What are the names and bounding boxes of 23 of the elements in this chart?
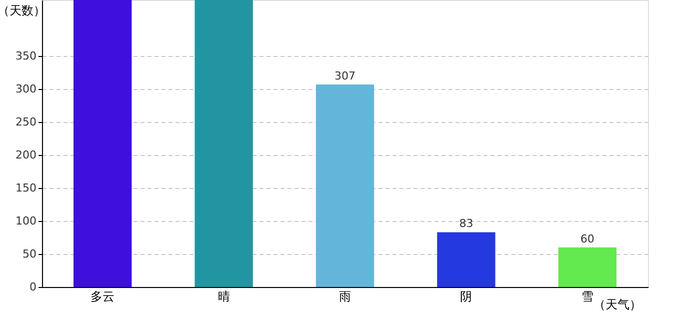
bar	[437, 232, 496, 287]
bar	[194, 0, 253, 287]
x-tick-label: 阴	[460, 290, 472, 304]
data-label: 60	[580, 232, 594, 246]
y-tick-label: 200	[16, 148, 36, 162]
bar	[74, 0, 132, 287]
y-axis-title: （天数）	[0, 4, 46, 18]
y-tick-label: 250	[16, 116, 36, 129]
y-tick-label: 0	[30, 280, 36, 294]
y-tick-label: 350	[16, 50, 36, 63]
x-tick-label: 晴	[218, 290, 230, 304]
bar	[558, 247, 616, 287]
x-axis-title: （天气）	[594, 298, 642, 312]
x-tick-label: 多云	[90, 290, 115, 304]
x-tick-label: 雨	[339, 290, 351, 304]
y-tick-label: 100	[16, 214, 36, 228]
data-label: 307	[334, 69, 356, 82]
x-tick-label: 雪	[581, 290, 594, 304]
data-label: 83	[459, 217, 474, 230]
y-tick-label: 300	[16, 82, 36, 96]
bar	[316, 84, 374, 287]
y-tick-label: 50	[22, 248, 36, 261]
y-tick-label: 150	[16, 182, 36, 195]
